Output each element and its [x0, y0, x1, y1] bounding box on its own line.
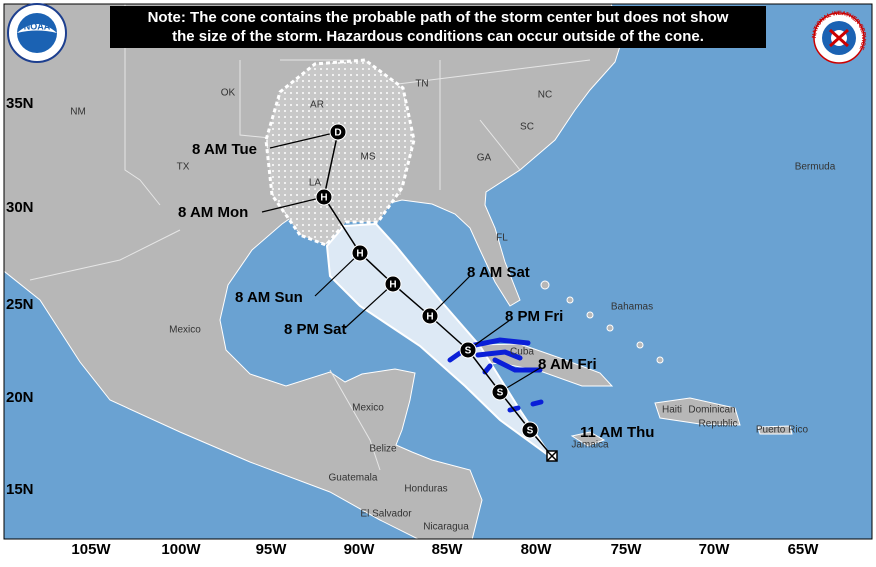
- track-symbol: H: [356, 249, 363, 260]
- track-time-label: 8 PM Fri: [505, 308, 563, 325]
- place-label: Dominican: [688, 405, 735, 416]
- place-label: AR: [310, 100, 324, 111]
- place-label: Bahamas: [611, 302, 653, 313]
- track-symbol: D: [334, 128, 341, 139]
- track-point: [351, 244, 369, 262]
- place-label: TX: [177, 162, 190, 173]
- lon-label: 75W: [611, 541, 643, 558]
- lat-label: 15N: [6, 481, 34, 498]
- place-label: Honduras: [404, 484, 447, 495]
- label-leaders: [261, 131, 541, 393]
- lat-label: 35N: [6, 95, 34, 112]
- track-time-label: 8 AM Sun: [235, 289, 303, 306]
- noaa-text: NOAA: [24, 21, 51, 31]
- noaa-logo: NOAA: [7, 3, 67, 63]
- track-symbol: H: [426, 312, 433, 323]
- lon-label: 85W: [432, 541, 464, 558]
- track-symbol: S: [497, 388, 504, 399]
- track-point: [315, 188, 333, 206]
- place-label: El Salvador: [360, 509, 412, 520]
- note-line: Note: The cone contains the probable pat…: [148, 9, 729, 26]
- track-time-label: 8 AM Fri: [538, 356, 597, 373]
- bahamas: [540, 280, 664, 364]
- axis-labels: 35N 30N 25N 20N 15N 105W 100W 95W 90W 85W 80W 75W 70…: [6, 95, 819, 558]
- place-label: Mexico: [169, 325, 201, 336]
- track-time-label: 8 PM Sat: [284, 321, 347, 338]
- label-leader: [467, 319, 511, 351]
- cone-days-1-3: [325, 222, 553, 459]
- puerto-rico: [757, 425, 793, 435]
- place-label: Cuba: [510, 347, 534, 358]
- place-label: Belize: [369, 444, 397, 455]
- place-label: TN: [415, 79, 428, 90]
- track-time-label: 8 AM Mon: [178, 204, 248, 221]
- place-label: GA: [477, 153, 492, 164]
- lat-label: 20N: [6, 389, 34, 406]
- track-point: [491, 383, 509, 401]
- track-point: [421, 307, 439, 325]
- place-label: Nicaragua: [423, 522, 469, 533]
- track-points: S S S H H H H D: [315, 123, 558, 462]
- lon-label: 90W: [344, 541, 376, 558]
- place-labels: NM OK AR TN NC SC GA MS TX LA FL Bermuda Bahamas Cuba…: [70, 79, 836, 533]
- label-leader: [261, 196, 325, 213]
- note-box: [110, 6, 766, 48]
- lon-label: 105W: [71, 541, 111, 558]
- track-symbol: H: [320, 193, 327, 204]
- lon-label: 70W: [699, 541, 731, 558]
- place-label: Mexico: [352, 403, 384, 414]
- label-leader: [314, 252, 361, 297]
- place-label: Guatemala: [329, 473, 378, 484]
- hispaniola: [654, 397, 741, 426]
- track-point: [329, 123, 347, 141]
- lon-label: 95W: [256, 541, 288, 558]
- track-symbol: H: [389, 280, 396, 291]
- track-time-label: 11 AM Thu: [580, 424, 654, 441]
- place-label: Puerto Rico: [756, 425, 809, 436]
- nws-logo: NATIONAL WEATHER SERVICE: [811, 10, 867, 64]
- lat-label: 30N: [6, 199, 34, 216]
- place-label: OK: [221, 88, 236, 99]
- track-point: [521, 421, 539, 439]
- place-label: NM: [70, 107, 86, 118]
- track-symbol: S: [465, 346, 472, 357]
- place-label: FL: [496, 233, 508, 244]
- place-label: Bermuda: [795, 162, 836, 173]
- lon-label: 65W: [788, 541, 820, 558]
- track-point: [459, 341, 477, 359]
- place-label: MS: [361, 152, 376, 163]
- track-point: [384, 275, 402, 293]
- mainland: [4, 4, 623, 539]
- place-label: NC: [538, 90, 552, 101]
- track-symbol: S: [527, 426, 534, 437]
- note-line: the size of the storm. Hazardous conditi…: [172, 28, 704, 45]
- place-label: Haiti: [662, 405, 682, 416]
- lon-label: 100W: [161, 541, 201, 558]
- track-time-label: 8 AM Sat: [467, 264, 530, 281]
- lon-label: 80W: [521, 541, 553, 558]
- label-leader: [344, 283, 394, 329]
- track-labels: 11 AM Thu 8 AM Fri 8 PM Fri 8 AM Sat 8 PM Sa…: [178, 141, 654, 441]
- label-leader: [269, 131, 339, 149]
- label-leader: [429, 275, 471, 317]
- lat-label: 25N: [6, 296, 34, 313]
- map-border: [3, 3, 873, 540]
- place-label: SC: [520, 122, 534, 133]
- place-label: Jamaica: [571, 440, 609, 451]
- place-label: LA: [309, 178, 322, 189]
- watches-warnings: [447, 337, 544, 413]
- place-label: Republic: [699, 419, 738, 430]
- track-time-label: 8 AM Tue: [192, 141, 257, 158]
- cone-days-4-5: [264, 58, 416, 247]
- jamaica: [570, 431, 606, 447]
- current-position-x: [546, 450, 558, 462]
